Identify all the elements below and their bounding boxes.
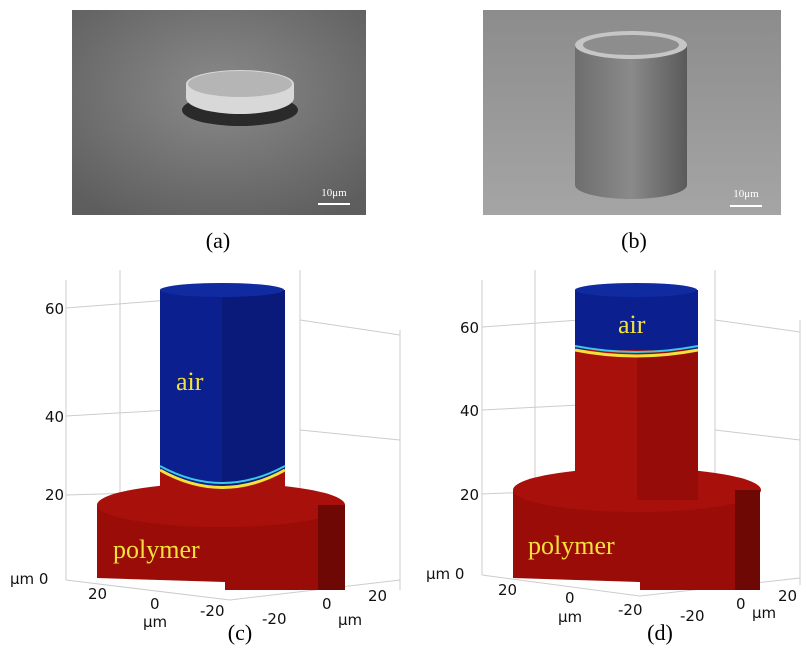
z-tick-label: 40 xyxy=(460,402,479,420)
x-tick-label: 20 xyxy=(498,581,517,599)
x-unit: μm xyxy=(143,613,167,631)
caption: (d) xyxy=(647,620,673,645)
y-tick-label: 20 xyxy=(368,587,387,605)
y-tick-label: 0 xyxy=(322,595,332,613)
caption: (c) xyxy=(228,620,252,645)
region-label: air xyxy=(176,367,204,396)
sem-image-b xyxy=(483,10,781,215)
z-tick-label: 20 xyxy=(45,486,64,504)
x-tick-label: -20 xyxy=(618,601,643,619)
caption: (a) xyxy=(206,228,230,253)
z-tick-label: 20 xyxy=(460,486,479,504)
caption: (b) xyxy=(621,228,647,253)
z-tick-label: μm 0 xyxy=(426,565,464,583)
x-tick-label: 20 xyxy=(88,585,107,603)
y-tick-label: 0 xyxy=(736,595,746,613)
region-label: polymer xyxy=(113,535,200,564)
z-tick-label: μm 0 xyxy=(10,570,48,588)
x-tick-label: 0 xyxy=(565,589,575,607)
y-tick-label: 20 xyxy=(778,587,797,605)
sem-image-a xyxy=(72,10,366,215)
y-unit: μm xyxy=(752,604,776,622)
z-tick-label: 60 xyxy=(45,300,64,318)
scale-bar-label: 10μm xyxy=(321,187,347,199)
y-tick-label: -20 xyxy=(262,610,287,628)
z-tick-label: 60 xyxy=(460,319,479,337)
scale-bar-label: 10μm xyxy=(733,188,759,200)
region-label: polymer xyxy=(528,531,615,560)
x-tick-label: 0 xyxy=(150,595,160,613)
y-unit: μm xyxy=(338,611,362,629)
y-tick-label: -20 xyxy=(680,607,705,625)
figure: 10μm (a) 10μm (b) 60 40 20 μm 0 20 0 -20… xyxy=(0,0,806,660)
x-unit: μm xyxy=(558,608,582,626)
region-label: air xyxy=(618,310,646,339)
z-tick-label: 40 xyxy=(45,408,64,426)
x-tick-label: -20 xyxy=(200,602,225,620)
